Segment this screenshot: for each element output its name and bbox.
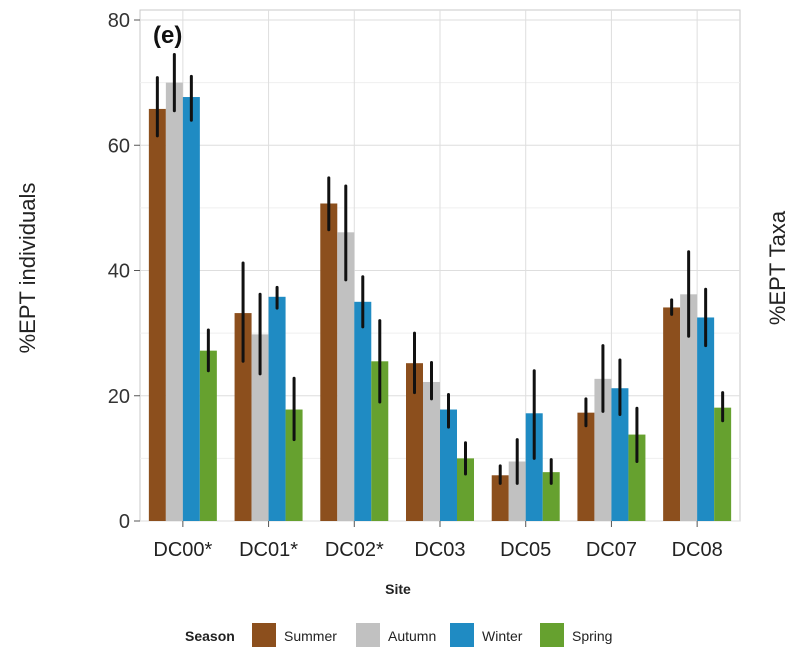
legend-label-winter: Winter (482, 628, 523, 644)
bar-summer (234, 313, 252, 521)
legend-label-summer: Summer (284, 628, 337, 644)
legend-label-autumn: Autumn (388, 628, 436, 644)
bar-autumn (594, 378, 612, 521)
bar-spring (714, 407, 732, 521)
legend-items: Summer Autumn Winter Spring (252, 623, 612, 647)
y-tick-label: 80 (108, 10, 130, 32)
bar-summer (491, 475, 509, 521)
legend-swatch-spring (540, 623, 564, 647)
error-bars-layer (155, 52, 725, 485)
x-tick-label: DC00* (153, 539, 212, 561)
y-tick-label: 0 (119, 511, 130, 533)
bar-spring (371, 361, 389, 521)
bar-summer (577, 412, 595, 521)
x-tick-label: DC08 (672, 539, 723, 561)
right-axis-label: %EPT Taxa (765, 210, 790, 325)
bar-winter (268, 296, 286, 521)
x-tick-label: DC01* (239, 539, 298, 561)
bar-autumn (251, 334, 269, 521)
bar-winter (354, 301, 372, 521)
bars-layer (148, 82, 732, 522)
bar-autumn (423, 381, 440, 521)
bar-winter (697, 317, 715, 521)
bar-spring (457, 458, 474, 521)
x-tick-label: DC05 (500, 539, 551, 561)
y-axis-label: %EPT individuals (15, 183, 40, 354)
bar-summer (148, 108, 166, 522)
bar-spring (285, 409, 303, 521)
bar-autumn (165, 82, 183, 521)
panel-label: (e) (153, 22, 182, 49)
y-tick-label: 20 (108, 386, 130, 408)
legend-swatch-winter (450, 623, 474, 647)
legend-title: Season (185, 628, 235, 644)
bar-spring (199, 350, 217, 521)
x-tick-label: DC03 (414, 539, 465, 561)
y-tick-label: 40 (108, 261, 130, 283)
bar-autumn (680, 294, 698, 521)
bar-summer (663, 307, 681, 521)
x-axis-ticks: DC00* DC01* DC02* DC03 DC05 DC07 DC08 (153, 521, 723, 561)
x-axis-label: Site (385, 581, 411, 597)
legend-swatch-summer (252, 623, 276, 647)
y-axis-ticks: 0 20 40 60 80 (108, 10, 140, 533)
bar-winter (525, 413, 543, 521)
legend: Season Summer Autumn Winter Spring (185, 623, 612, 647)
bar-winter (611, 388, 629, 521)
bar-autumn (508, 461, 526, 521)
legend-label-spring: Spring (572, 628, 612, 644)
bar-spring (628, 434, 646, 521)
bar-winter (182, 97, 200, 521)
bar-summer (406, 363, 423, 521)
bar-winter (440, 409, 457, 521)
bar-spring (542, 472, 560, 521)
bar-autumn (337, 232, 355, 521)
x-tick-label: DC07 (586, 539, 637, 561)
y-tick-label: 60 (108, 135, 130, 157)
legend-swatch-autumn (356, 623, 380, 647)
x-tick-label: DC02* (325, 539, 384, 561)
bar-summer (320, 203, 338, 521)
